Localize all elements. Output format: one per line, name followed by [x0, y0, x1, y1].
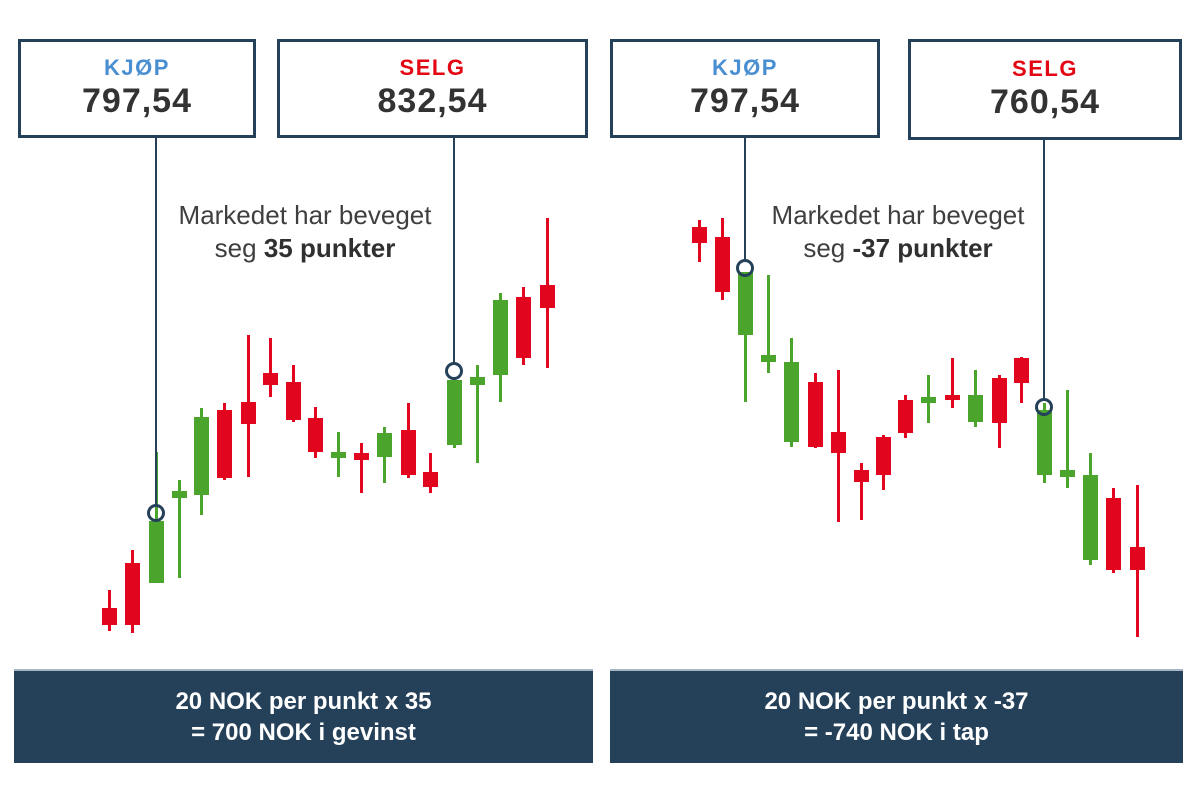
candle-body	[101, 608, 117, 625]
candle-wick	[950, 358, 954, 408]
candle-body	[400, 430, 416, 475]
annotation-points-bold: -37 punkter	[852, 233, 993, 263]
candle-body	[376, 433, 392, 457]
buy-price-value: 797,54	[82, 82, 192, 120]
candle-body	[216, 410, 232, 478]
candle-body	[262, 373, 278, 385]
candle-body	[875, 437, 891, 475]
candle-body	[783, 362, 799, 442]
candle-body	[515, 297, 531, 358]
candle-wick	[177, 480, 181, 578]
buy-label: KJØP	[104, 55, 170, 80]
buy-entry-marker	[736, 259, 754, 277]
sell-exit-marker	[445, 362, 463, 380]
candle-body	[469, 377, 485, 385]
buy-price-box-left: KJØP 797,54	[18, 39, 256, 138]
candle-wick	[359, 443, 363, 493]
buy-entry-connector-line	[744, 137, 746, 259]
result-bar-loss: 20 NOK per punkt x -37 = -740 NOK i tap	[610, 669, 1183, 763]
candle-body	[1059, 470, 1075, 477]
candle-body	[124, 563, 140, 625]
buy-entry-connector-line	[155, 137, 157, 504]
candle-body	[1105, 498, 1121, 570]
candle-wick	[743, 272, 747, 402]
sell-price-value: 760,54	[990, 83, 1100, 121]
candle-body	[830, 432, 846, 453]
candle-body	[148, 521, 164, 583]
candle-wick	[766, 275, 770, 373]
candle-body	[807, 382, 823, 447]
candle-wick	[859, 463, 863, 520]
candle-body	[422, 472, 438, 487]
result-line-1: 20 NOK per punkt x -37	[764, 688, 1029, 715]
sell-price-box-left: SELG 832,54	[277, 39, 588, 138]
buy-label: KJØP	[712, 55, 778, 80]
result-line-1: 20 NOK per punkt x 35	[175, 688, 432, 715]
candle-body	[920, 397, 936, 403]
candle-body	[285, 382, 301, 420]
candle-body	[1082, 475, 1098, 560]
candle-body	[539, 285, 555, 308]
buy-entry-marker	[147, 504, 165, 522]
sell-exit-marker	[1035, 398, 1053, 416]
annotation-text: seg	[803, 233, 853, 263]
candle-body	[967, 395, 983, 422]
result-line-2: = -740 NOK i tap	[804, 719, 989, 746]
candle-wick	[1065, 390, 1069, 488]
candle-body	[446, 380, 462, 445]
candle-body	[171, 491, 187, 498]
candle-body	[737, 272, 753, 335]
candle-body	[330, 452, 346, 458]
sell-price-value: 832,54	[377, 82, 488, 120]
candle-body	[897, 400, 913, 433]
candle-body	[991, 378, 1007, 423]
annotation-text: seg	[214, 233, 264, 263]
buy-price-box-right: KJØP 797,54	[610, 39, 880, 138]
sell-label: SELG	[1012, 56, 1078, 81]
result-line-2: = 700 NOK i gevinst	[191, 719, 416, 746]
candle-wick	[475, 365, 479, 463]
annotation-text: Markedet har beveget	[178, 200, 432, 230]
candle-wick	[268, 338, 272, 397]
candle-body	[1129, 547, 1145, 570]
sell-price-box-right: SELG 760,54	[908, 39, 1182, 140]
candle-body	[691, 227, 707, 243]
candle-body	[353, 453, 369, 460]
result-bar-gain: 20 NOK per punkt x 35 = 700 NOK i gevins…	[14, 669, 593, 763]
annotation-text: Markedet har beveget	[771, 200, 1025, 230]
candle-body	[714, 237, 730, 292]
candle-body	[944, 395, 960, 400]
candle-body	[1036, 410, 1052, 475]
sell-exit-connector-line	[1043, 139, 1045, 398]
candle-body	[240, 402, 256, 424]
sell-label: SELG	[399, 55, 466, 80]
candle-body	[760, 355, 776, 362]
annotation-points-bold: 35 punkter	[263, 233, 396, 263]
market-move-annotation-right: Markedet har beveget seg -37 punkter	[726, 199, 1070, 265]
sell-exit-connector-line	[453, 137, 455, 362]
candle-body	[1013, 358, 1029, 383]
candle-body	[853, 470, 869, 482]
candle-body	[193, 417, 209, 495]
buy-price-value: 797,54	[690, 82, 800, 120]
candle-body	[307, 418, 323, 452]
candle-body	[492, 300, 508, 375]
market-move-annotation-left: Markedet har beveget seg 35 punkter	[133, 199, 477, 265]
